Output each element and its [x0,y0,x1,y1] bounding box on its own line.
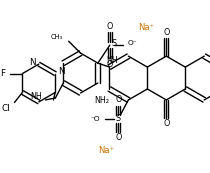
Text: F: F [0,69,5,78]
Text: Cl: Cl [2,104,11,113]
Text: O: O [115,95,122,104]
Text: O⁻: O⁻ [128,40,137,46]
Text: O: O [115,133,122,142]
Text: O: O [163,28,169,37]
Text: S: S [111,39,116,48]
Text: Na⁺: Na⁺ [138,23,154,32]
Text: NH: NH [31,92,42,101]
Text: NH₂: NH₂ [94,96,109,105]
Text: Na⁺: Na⁺ [98,146,114,155]
Text: O: O [163,119,169,128]
Text: ⁻O: ⁻O [91,116,101,122]
Text: N: N [29,58,36,67]
Text: NH: NH [107,56,118,65]
Text: CH₃: CH₃ [51,34,63,40]
Text: N: N [58,67,65,76]
Text: O: O [107,22,113,31]
Text: S: S [116,114,121,123]
Text: O: O [107,60,113,69]
